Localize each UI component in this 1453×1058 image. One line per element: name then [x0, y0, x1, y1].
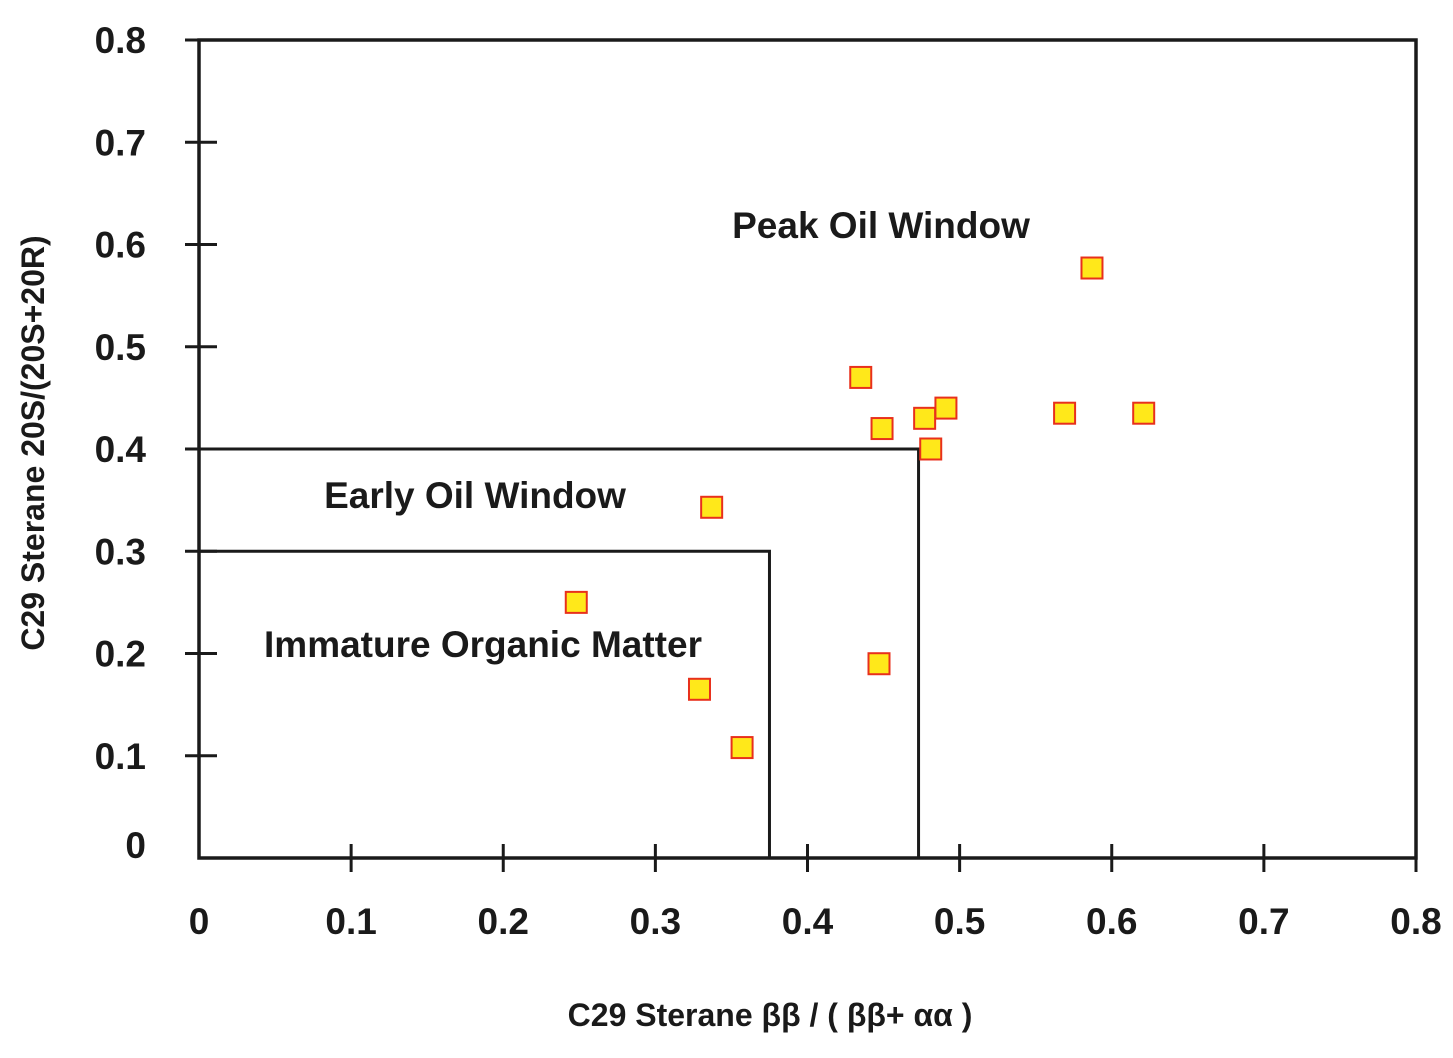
x-tick-label: 0.1 [325, 901, 376, 942]
x-tick-label: 0.6 [1086, 901, 1137, 942]
data-point [870, 417, 894, 441]
data-point [919, 437, 943, 461]
x-axis: 0 0.1 0.2 0.3 0.4 0.5 0.6 0.7 0.8 [189, 844, 1442, 942]
x-tick-label: 0.4 [782, 901, 834, 942]
y-tick-label: 0.6 [95, 225, 146, 266]
y-tick-label: 0.4 [95, 429, 147, 470]
x-tick-label: 0.5 [934, 901, 985, 942]
data-point [913, 406, 937, 430]
x-axis-title: C29 Sterane ββ / ( ββ+ αα ) [568, 997, 973, 1033]
data-point [730, 736, 754, 760]
x-tick-label: 0.3 [630, 901, 681, 942]
y-tick-label: 0.1 [95, 736, 146, 777]
data-point [1080, 256, 1104, 280]
y-tick-label: 0.3 [95, 531, 146, 572]
y-tick-label: 0.7 [95, 122, 146, 163]
x-tick-label: 0.7 [1238, 901, 1289, 942]
y-tick-label: 0.2 [95, 634, 146, 675]
data-point [849, 365, 873, 389]
data-points [564, 256, 1156, 760]
y-tick-label: 0 [125, 825, 146, 866]
region-boundary [199, 549, 771, 858]
x-tick-label: 0.2 [478, 901, 529, 942]
y-axis-title: C29 Sterane 20S/(20S+20R) [15, 235, 51, 650]
data-point [687, 677, 711, 701]
x-tick-label: 0 [189, 901, 210, 942]
data-point [1132, 401, 1156, 425]
region-label-immature-organic-matter: Immature Organic Matter [264, 624, 702, 665]
data-point [700, 495, 724, 519]
data-point [1053, 401, 1077, 425]
maturity-regions [199, 447, 921, 858]
region-boundary [199, 447, 921, 858]
y-tick-label: 0.5 [95, 327, 146, 368]
y-axis: 0 0.1 0.2 0.3 0.4 0.5 0.6 0.7 0.8 [95, 20, 217, 866]
region-label-early-oil-window: Early Oil Window [324, 475, 626, 516]
data-point [564, 590, 588, 614]
data-point [867, 652, 891, 676]
y-tick-label: 0.8 [95, 20, 146, 61]
region-label-peak-oil-window: Peak Oil Window [732, 205, 1030, 246]
data-point [934, 396, 958, 420]
x-tick-label: 0.8 [1390, 901, 1441, 942]
